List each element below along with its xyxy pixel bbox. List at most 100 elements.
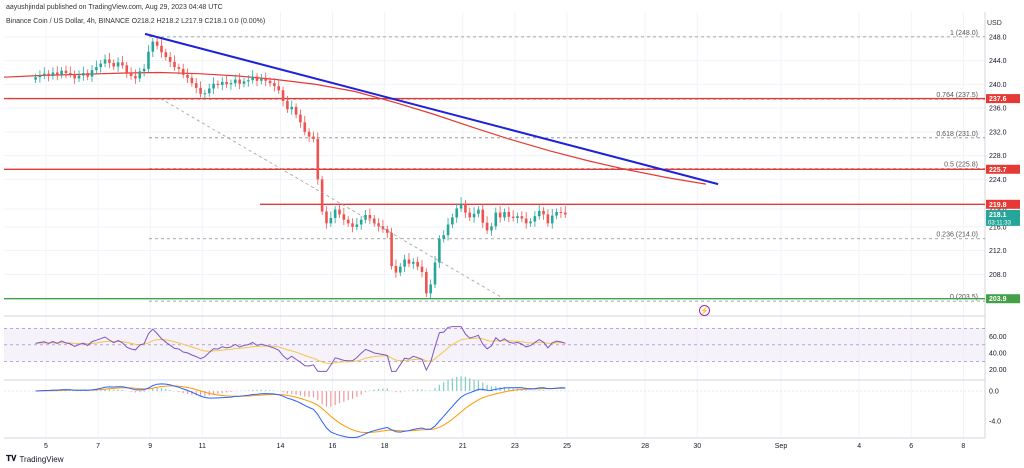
candle-body [316,138,320,180]
candle-body [394,266,398,273]
tradingview-wordmark: TradingView [19,454,64,464]
candle-body [494,212,498,227]
candle-body [108,59,111,63]
horizontal-levels [4,97,985,300]
price-tick-label: 208.0 [989,272,1007,279]
lightning-icon[interactable]: ⚡ [699,305,710,316]
candle-body [433,262,437,285]
fib-level-label: 0.5 (225.8) [944,162,978,169]
candle-body [368,214,372,219]
candle-body [307,131,311,137]
fib-level-label: 0.618 (231.0) [936,131,978,138]
candle-body [164,52,168,58]
candle-body [177,67,181,69]
candlestick-series [34,36,567,299]
candle-body [216,83,220,85]
candle-body [451,217,454,225]
candle-body [194,83,198,88]
candle-body [385,229,389,233]
tradingview-mark-icon: 𝐓𝐕 [6,454,17,463]
candle-body [160,45,163,53]
x-tick-label: 9 [148,443,152,450]
candle-body [268,80,272,84]
candle-body [247,80,250,82]
candle-body [220,81,224,85]
candle-body [90,70,94,77]
fib-level-label: 0.764 (237.5) [936,92,978,99]
price-tick-label: 216.0 [989,224,1007,231]
candle-body [381,226,385,230]
price-axis-badge [986,199,1020,209]
candle-body [181,68,185,75]
candle-body [459,203,463,209]
candle-body [546,214,550,224]
candle-body [425,271,428,294]
x-tick-label: 23 [511,443,519,450]
candle-body [86,73,89,77]
candle-body [142,68,146,72]
candle-body [273,83,276,87]
rsi-line [35,326,566,372]
candle-body [229,83,233,85]
candle-body [99,63,103,68]
candle-body [116,62,120,67]
candle-body [225,81,228,85]
publisher-line: aayushjindal published on TradingView.co… [6,4,223,11]
price-tick-label: 240.0 [989,82,1007,89]
x-tick-label: 21 [459,443,467,450]
candle-body [47,73,50,77]
candle-body [498,212,502,218]
candle-body [429,284,432,294]
fib-level-label: 1 (248.0) [950,30,978,37]
candle-body [390,232,393,267]
rsi-band [4,328,985,362]
candle-body [190,77,194,84]
candle-body [472,213,476,218]
rsi-tick-label: 20.00 [989,367,1007,374]
rsi-tick-label: 40.00 [989,351,1007,358]
candle-body [77,75,81,79]
x-tick-label: 30 [693,443,701,450]
price-axis-badge-text: 203.9 [989,296,1007,303]
price-tick-label: 224.0 [989,177,1007,184]
candle-body [559,212,563,214]
candle-body [446,224,450,236]
candle-body [260,79,263,81]
candle-body [103,59,107,64]
candle-body [468,212,472,218]
price-axis-badge-text: 218.1 [989,212,1007,219]
macd-tick-label: 0.0 [989,389,999,396]
candle-body [112,62,116,67]
candle-body [251,76,254,81]
candle-body [199,87,202,94]
candle-body [563,212,567,215]
candle-body [281,90,285,101]
x-tick-label: 7 [96,443,100,450]
rsi-tick-label: 60.00 [989,334,1007,341]
x-tick-label: 25 [563,443,571,450]
candle-body [372,218,376,224]
candle-body [264,79,267,81]
candle-body [233,79,237,84]
candle-body [481,209,485,223]
candle-body [442,235,445,239]
candle-body [312,136,315,139]
candle-body [299,114,302,123]
candle-body [38,75,42,78]
axes: 5 7 9 11 14 16 18 21 23 25 28 30 Sep 4 6 8 248.0 244.0 240… [44,34,1020,450]
price-axis-badge [986,209,1020,226]
fib-level-label: 0.236 (214.0) [936,232,978,239]
x-tick-label: 6 [909,443,913,450]
rsi-pane [35,326,566,372]
candle-body [290,106,294,110]
tradingview-logo[interactable]: 𝐓𝐕 TradingView [6,454,64,464]
candle-body [173,61,176,68]
candle-body [346,219,350,224]
candle-body [73,74,76,79]
moving-average-100 [3,71,707,185]
macd-signal-line [35,385,566,434]
candle-body [416,261,419,267]
price-tick-label: 248.0 [989,34,1007,41]
x-tick-label: 28 [641,443,649,450]
